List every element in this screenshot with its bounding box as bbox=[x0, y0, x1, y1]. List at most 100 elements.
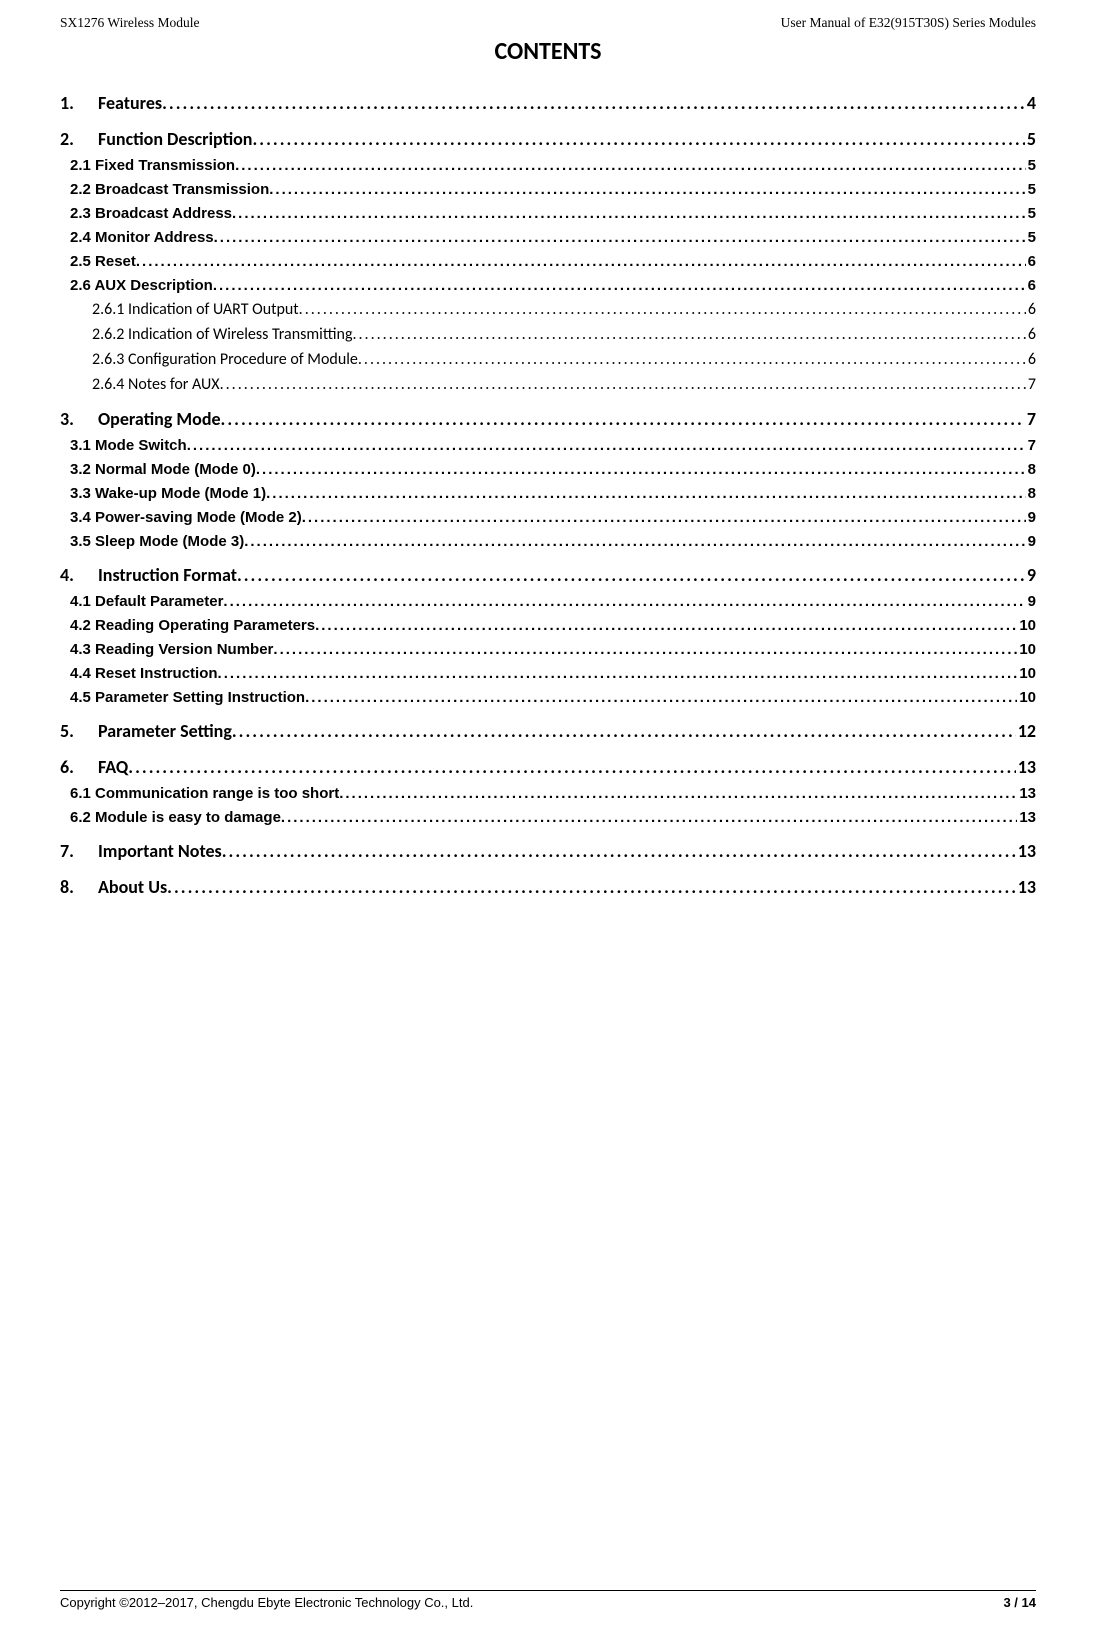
toc-entry[interactable]: 3.5 Sleep Mode (Mode 3).................… bbox=[70, 533, 1036, 550]
toc-entry[interactable]: 3.1 Mode Switch.........................… bbox=[70, 437, 1036, 454]
page-header: SX1276 Wireless Module User Manual of E3… bbox=[60, 15, 1036, 31]
toc-text: 2.4 Monitor Address bbox=[70, 229, 214, 246]
toc-container: 1.Features..............................… bbox=[60, 78, 1036, 1628]
toc-page-number: 10 bbox=[1017, 617, 1036, 634]
toc-leader-dots: ........................................… bbox=[221, 408, 1025, 430]
toc-entry[interactable]: 2.6 AUX Description.....................… bbox=[70, 277, 1036, 294]
toc-number: 4. bbox=[60, 564, 98, 586]
toc-page-number: 10 bbox=[1017, 665, 1036, 682]
toc-label: 3.2 Normal Mode (Mode 0) bbox=[70, 461, 256, 478]
toc-entry[interactable]: 6.2 Module is easy to damage............… bbox=[70, 809, 1036, 826]
toc-leader-dots: ........................................… bbox=[305, 689, 1017, 706]
toc-entry[interactable]: 3.4 Power-saving Mode (Mode 2)..........… bbox=[70, 509, 1036, 526]
toc-text: 3.5 Sleep Mode (Mode 3) bbox=[70, 533, 244, 550]
toc-entry[interactable]: 4.3 Reading Version Number..............… bbox=[70, 641, 1036, 658]
toc-label: 8.About Us bbox=[60, 876, 167, 898]
toc-label: 3.1 Mode Switch bbox=[70, 437, 187, 454]
toc-entry[interactable]: 6.1 Communication range is too short....… bbox=[70, 785, 1036, 802]
toc-entry[interactable]: 2.6.2 Indication of Wireless Transmittin… bbox=[92, 325, 1036, 344]
toc-leader-dots: ........................................… bbox=[213, 277, 1026, 294]
toc-leader-dots: ........................................… bbox=[167, 876, 1016, 898]
toc-label: 4.1 Default Parameter bbox=[70, 593, 223, 610]
toc-text: 2.6.3 Configuration Procedure of Module bbox=[92, 350, 358, 369]
toc-entry[interactable]: 4.Instruction Format....................… bbox=[60, 564, 1036, 586]
toc-entry[interactable]: 2.3 Broadcast Address...................… bbox=[70, 205, 1036, 222]
toc-page-number: 5 bbox=[1026, 157, 1036, 174]
page: SX1276 Wireless Module User Manual of E3… bbox=[0, 0, 1096, 1628]
toc-entry[interactable]: 5.Parameter Setting.....................… bbox=[60, 720, 1036, 742]
toc-label: 2.2 Broadcast Transmission bbox=[70, 181, 269, 198]
toc-entry[interactable]: 2.6.4 Notes for AUX.....................… bbox=[92, 375, 1036, 394]
toc-label: 2.4 Monitor Address bbox=[70, 229, 214, 246]
toc-leader-dots: ........................................… bbox=[256, 461, 1026, 478]
toc-page-number: 6 bbox=[1026, 277, 1036, 294]
toc-leader-dots: ........................................… bbox=[222, 840, 1016, 862]
toc-entry[interactable]: 2.Function Description..................… bbox=[60, 128, 1036, 150]
toc-page-number: 13 bbox=[1016, 756, 1036, 778]
toc-leader-dots: ........................................… bbox=[273, 641, 1017, 658]
toc-page-number: 4 bbox=[1025, 92, 1036, 114]
toc-label: 6.1 Communication range is too short bbox=[70, 785, 339, 802]
toc-text: Instruction Format bbox=[98, 564, 237, 586]
toc-entry[interactable]: 2.2 Broadcast Transmission..............… bbox=[70, 181, 1036, 198]
toc-page-number: 7 bbox=[1025, 408, 1036, 430]
toc-text: 3.2 Normal Mode (Mode 0) bbox=[70, 461, 256, 478]
toc-entry[interactable]: 7.Important Notes.......................… bbox=[60, 840, 1036, 862]
toc-entry[interactable]: 3.3 Wake-up Mode (Mode 1)...............… bbox=[70, 485, 1036, 502]
toc-page-number: 10 bbox=[1017, 641, 1036, 658]
toc-entry[interactable]: 2.6.1 Indication of UART Output.........… bbox=[92, 300, 1036, 319]
toc-leader-dots: ........................................… bbox=[220, 375, 1026, 394]
toc-text: 2.6.2 Indication of Wireless Transmittin… bbox=[92, 325, 352, 344]
toc-number: 8. bbox=[60, 876, 98, 898]
toc-text: 4.3 Reading Version Number bbox=[70, 641, 273, 658]
toc-label: 2.6.3 Configuration Procedure of Module bbox=[92, 350, 358, 369]
toc-entry[interactable]: 2.6.3 Configuration Procedure of Module.… bbox=[92, 350, 1036, 369]
toc-entry[interactable]: 4.2 Reading Operating Parameters........… bbox=[70, 617, 1036, 634]
toc-label: 3.4 Power-saving Mode (Mode 2) bbox=[70, 509, 302, 526]
toc-text: 3.3 Wake-up Mode (Mode 1) bbox=[70, 485, 266, 502]
toc-entry[interactable]: 4.4 Reset Instruction...................… bbox=[70, 665, 1036, 682]
toc-text: FAQ bbox=[98, 756, 128, 778]
toc-text: Features bbox=[98, 92, 162, 114]
toc-entry[interactable]: 2.1 Fixed Transmission..................… bbox=[70, 157, 1036, 174]
toc-text: Parameter Setting bbox=[98, 720, 232, 742]
toc-number: 7. bbox=[60, 840, 98, 862]
toc-leader-dots: ........................................… bbox=[252, 128, 1024, 150]
toc-entry[interactable]: 3.2 Normal Mode (Mode 0)................… bbox=[70, 461, 1036, 478]
toc-label: 6.FAQ bbox=[60, 756, 128, 778]
toc-leader-dots: ........................................… bbox=[232, 720, 1016, 742]
toc-entry[interactable]: 3.Operating Mode........................… bbox=[60, 408, 1036, 430]
toc-page-number: 6 bbox=[1026, 325, 1036, 344]
toc-label: 4.Instruction Format bbox=[60, 564, 237, 586]
toc-page-number: 9 bbox=[1025, 564, 1036, 586]
toc-entry[interactable]: 8.About Us..............................… bbox=[60, 876, 1036, 898]
toc-text: 2.6.1 Indication of UART Output bbox=[92, 300, 299, 319]
toc-text: 4.4 Reset Instruction bbox=[70, 665, 218, 682]
toc-text: 4.5 Parameter Setting Instruction bbox=[70, 689, 305, 706]
toc-entry[interactable]: 1.Features..............................… bbox=[60, 92, 1036, 114]
toc-entry[interactable]: 6.FAQ...................................… bbox=[60, 756, 1036, 778]
toc-leader-dots: ........................................… bbox=[339, 785, 1017, 802]
toc-page-number: 5 bbox=[1025, 128, 1036, 150]
toc-label: 2.6.1 Indication of UART Output bbox=[92, 300, 299, 319]
toc-leader-dots: ........................................… bbox=[128, 756, 1015, 778]
toc-text: 3.1 Mode Switch bbox=[70, 437, 187, 454]
toc-entry[interactable]: 4.1 Default Parameter...................… bbox=[70, 593, 1036, 610]
toc-text: 2.6.4 Notes for AUX bbox=[92, 375, 220, 394]
toc-leader-dots: ........................................… bbox=[352, 325, 1025, 344]
toc-entry[interactable]: 4.5 Parameter Setting Instruction.......… bbox=[70, 689, 1036, 706]
toc-label: 1.Features bbox=[60, 92, 162, 114]
toc-page-number: 6 bbox=[1026, 300, 1036, 319]
toc-page-number: 5 bbox=[1026, 181, 1036, 198]
toc-text: 2.6 AUX Description bbox=[70, 277, 213, 294]
header-right: User Manual of E32(915T30S) Series Modul… bbox=[781, 15, 1036, 31]
toc-label: 4.3 Reading Version Number bbox=[70, 641, 273, 658]
toc-entry[interactable]: 2.5 Reset...............................… bbox=[70, 253, 1036, 270]
toc-page-number: 5 bbox=[1026, 205, 1036, 222]
toc-text: Important Notes bbox=[98, 840, 222, 862]
toc-label: 2.6 AUX Description bbox=[70, 277, 213, 294]
toc-leader-dots: ........................................… bbox=[162, 92, 1025, 114]
page-footer: Copyright ©2012–2017, Chengdu Ebyte Elec… bbox=[60, 1590, 1036, 1610]
toc-page-number: 9 bbox=[1026, 593, 1036, 610]
toc-entry[interactable]: 2.4 Monitor Address.....................… bbox=[70, 229, 1036, 246]
